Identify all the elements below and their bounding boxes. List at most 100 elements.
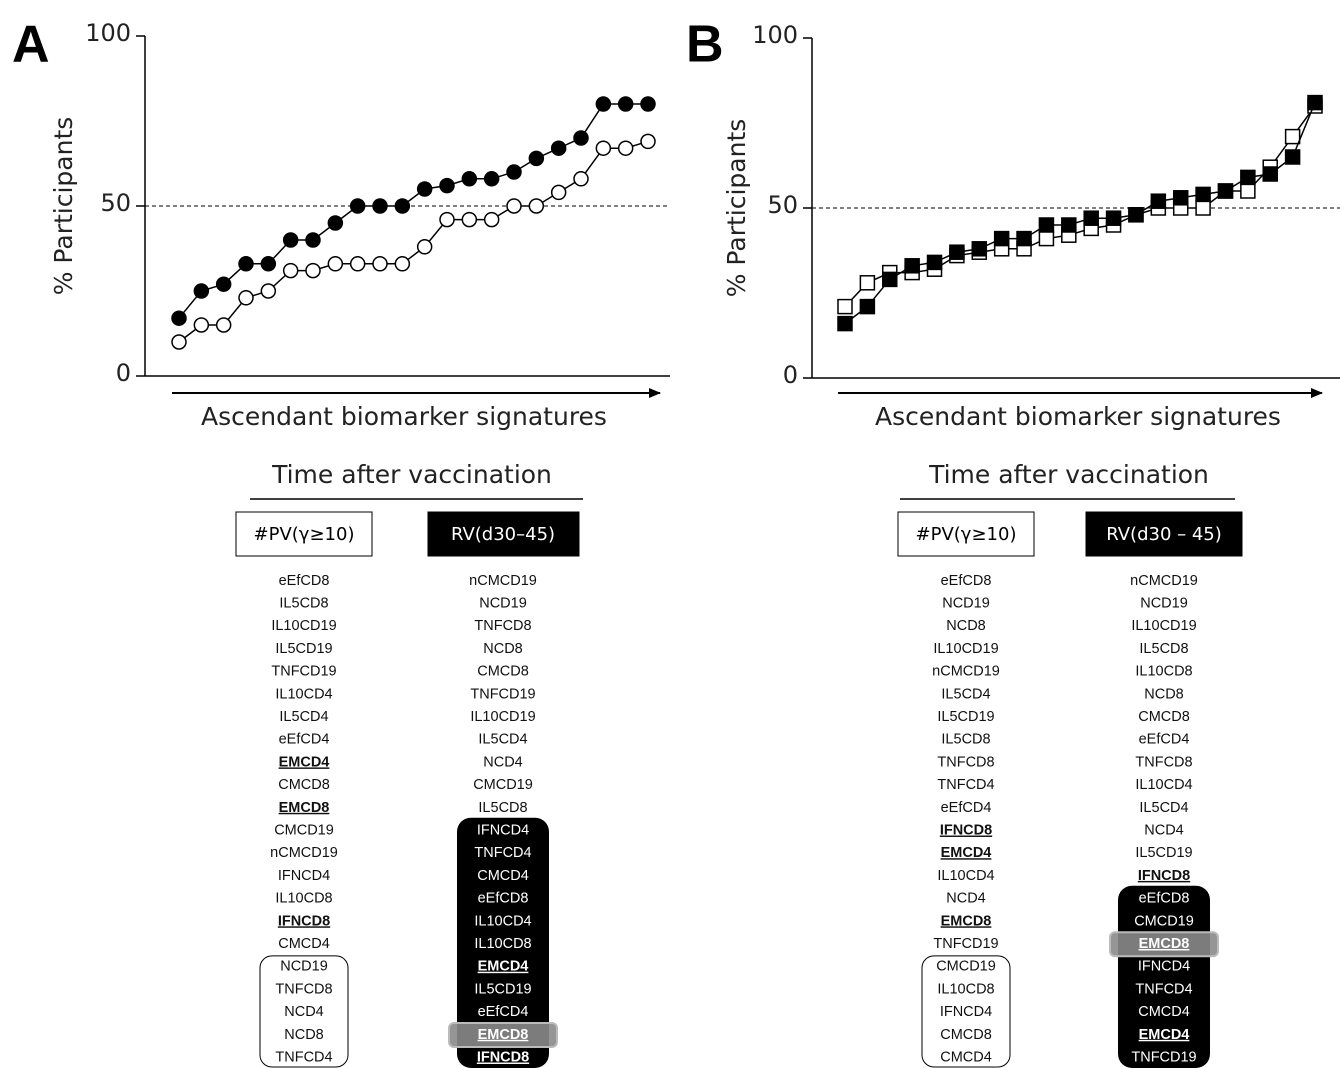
list-item: IL5CD4 [279,709,328,725]
list-item: IL10CD8 [937,981,994,997]
y-axis-label: % Participants [49,117,78,296]
list-item: CMCD19 [473,777,533,793]
y-tick-label: 50 [100,189,131,217]
list-item: CMCD4 [278,936,330,952]
data-point [1307,94,1323,111]
list-item: IFNCD4 [940,1004,992,1020]
panel-label: A [12,16,50,74]
list-item: EMCD8 [279,800,330,816]
list-item: IFNCD8 [1138,868,1190,884]
list-item: IFNCD8 [477,1050,529,1066]
data-point [215,276,232,292]
data-point [260,283,277,299]
list-item: EMCD8 [478,1027,529,1043]
data-point [461,211,478,228]
data-point [327,215,344,231]
list-item: IL5CD4 [478,732,527,748]
data-point [372,198,388,214]
list-item: NCD19 [280,959,328,975]
y-tick-label: 100 [85,19,131,47]
table-title: Time after vaccination [271,460,552,489]
list-item: CMCD8 [477,664,529,680]
x-axis-label: Ascendant biomarker signatures [875,402,1281,431]
list-item: TNFCD8 [474,618,531,634]
data-point [993,230,1010,247]
data-point [439,211,455,228]
data-point [859,298,876,315]
data-point [595,140,612,156]
list-item: IFNCD8 [940,823,992,839]
list-item: eEfCD4 [1139,732,1190,748]
list-item: NCD19 [942,596,990,612]
list-item: nCMCD19 [469,573,537,589]
data-point [506,164,522,180]
data-point [550,184,567,201]
list-item: NCD4 [1144,823,1183,839]
data-point [1284,128,1301,145]
data-point [372,256,388,272]
data-point [238,290,254,306]
list-item: IL5CD19 [937,709,994,725]
data-point [1061,217,1077,233]
column-header: RV(d30 – 45) [1106,524,1222,545]
list-item: CMCD8 [940,1027,992,1043]
list-item: TNFCD19 [271,664,336,680]
group-box [457,817,549,1068]
list-item: NCD4 [483,754,522,770]
data-point [1038,230,1055,247]
highlight-box [1109,931,1219,958]
data-point [193,317,210,333]
data-point [528,198,545,214]
data-point [349,198,366,214]
data-point [1284,149,1301,165]
data-point [1038,217,1055,233]
column-header-box [235,511,373,557]
column-header-box [1085,511,1243,557]
list-item: CMCD4 [477,868,529,884]
column-header-box [427,511,580,557]
list-item: EMCD4 [478,959,529,975]
data-point [573,130,589,146]
list-item: EMCD4 [1139,1027,1190,1043]
list-item: IFNCD4 [278,868,330,884]
list-item: IFNCD4 [1138,959,1190,975]
data-point [282,232,299,248]
list-item: CMCD19 [936,959,996,975]
data-point [926,254,943,271]
list-item: IL10CD19 [933,641,998,657]
data-point [1262,166,1278,182]
column-header-box [897,511,1035,557]
list-item: TNFCD19 [470,686,535,702]
list-item: IL5CD19 [275,641,332,657]
data-point [1195,200,1211,216]
list-item: TNFCD4 [937,777,994,793]
series-line [178,140,649,343]
list-item: CMCD19 [274,823,334,839]
list-item: NCD8 [483,641,522,657]
list-item: nCMCD19 [1130,573,1198,589]
list-item: TNFCD8 [275,981,332,997]
data-point [595,96,612,112]
list-item: EMCD8 [941,913,992,929]
data-point [171,310,187,326]
list-item: IL5CD4 [941,686,990,702]
list-item: EMCD4 [279,754,330,770]
list-item: eEfCD8 [1139,891,1190,907]
list-item: IL10CD8 [474,936,531,952]
list-item: NCD8 [946,618,985,634]
data-point [949,244,965,260]
list-item: IL5CD8 [478,800,527,816]
list-item: TNFCD8 [1135,754,1192,770]
series-line [844,105,1316,308]
data-point [1105,210,1122,226]
data-point [282,262,299,279]
panel-label: B [686,16,724,74]
data-point [416,239,433,255]
data-point [171,334,187,350]
list-item: IL5CD8 [941,732,990,748]
data-point [439,177,455,194]
data-point [416,181,433,197]
list-item: IL5CD4 [1139,800,1188,816]
list-item: TNFCD4 [1135,981,1192,997]
data-point [528,150,545,167]
